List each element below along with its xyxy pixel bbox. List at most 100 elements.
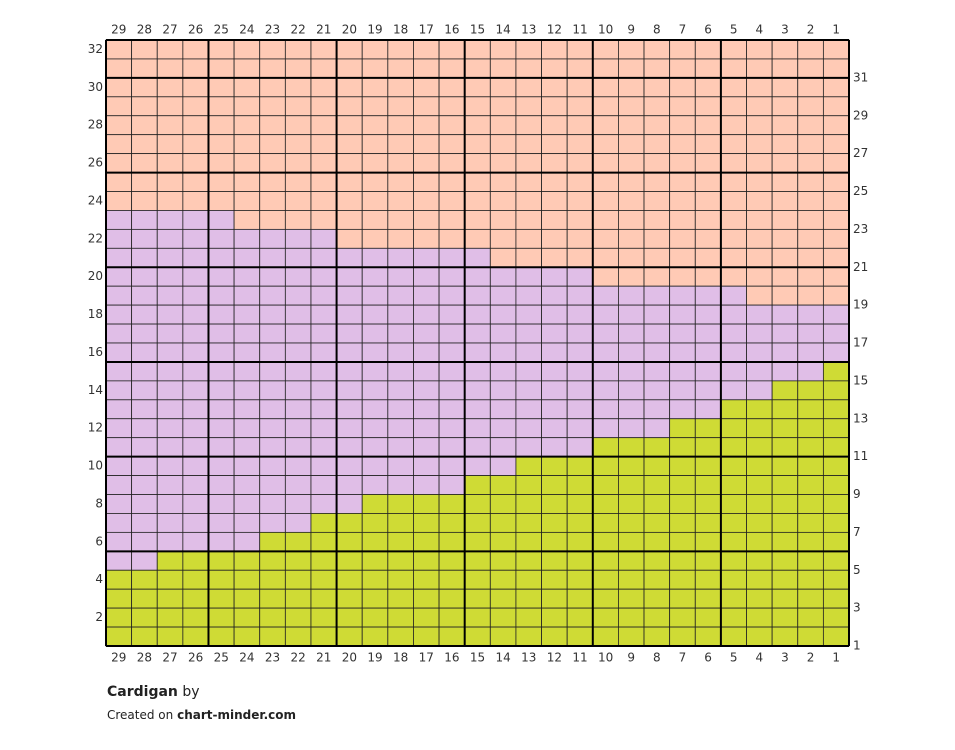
- cell: [182, 210, 209, 230]
- cell: [618, 607, 645, 628]
- cell: [284, 266, 312, 287]
- cell: [592, 626, 619, 647]
- cell: [464, 247, 491, 268]
- cell: [464, 323, 491, 344]
- column-label: 14: [495, 651, 510, 665]
- cell: [105, 456, 133, 476]
- cell: [259, 399, 286, 420]
- cell: [208, 456, 235, 476]
- cell: [208, 550, 235, 571]
- cell: [669, 96, 696, 117]
- cell: [310, 153, 337, 173]
- cell: [259, 361, 286, 382]
- cell: [669, 58, 696, 79]
- cell: [284, 494, 312, 514]
- column-label: 26: [188, 23, 203, 37]
- cell: [822, 39, 850, 60]
- cell: [387, 399, 414, 420]
- cell: [310, 134, 337, 155]
- column-label: 5: [730, 23, 738, 37]
- cell: [464, 494, 491, 514]
- cell: [336, 172, 363, 192]
- cell: [643, 550, 671, 571]
- cell: [771, 39, 799, 60]
- cell: [259, 513, 286, 533]
- cell: [822, 380, 850, 401]
- cell: [413, 96, 440, 117]
- cell: [566, 494, 594, 514]
- cell: [208, 380, 235, 401]
- cell: [131, 115, 158, 136]
- cell: [669, 456, 696, 476]
- cell: [233, 569, 261, 590]
- row-label: 15: [853, 373, 868, 387]
- cell: [541, 115, 568, 136]
- cell: [720, 191, 747, 211]
- cell: [438, 626, 466, 647]
- cell: [284, 96, 312, 117]
- cell: [746, 228, 773, 249]
- cell: [541, 550, 568, 571]
- cell: [387, 96, 414, 117]
- cell: [233, 39, 261, 60]
- cell: [361, 456, 389, 476]
- cell: [618, 475, 645, 495]
- cell: [746, 285, 773, 306]
- cell: [387, 361, 414, 382]
- cell: [233, 304, 261, 325]
- cell: [592, 210, 619, 230]
- cell: [105, 115, 133, 136]
- cell: [361, 96, 389, 117]
- cell: [618, 380, 645, 401]
- cell: [336, 304, 363, 325]
- cell: [208, 588, 235, 609]
- cell: [131, 399, 158, 420]
- cell: [387, 323, 414, 344]
- row-label: 27: [853, 146, 868, 160]
- cell: [361, 607, 389, 628]
- cell: [592, 569, 619, 590]
- cell: [618, 550, 645, 571]
- cell: [515, 588, 542, 609]
- cell: [284, 304, 312, 325]
- cell: [284, 475, 312, 495]
- cell: [618, 39, 645, 60]
- cell: [361, 494, 389, 514]
- cell: [156, 550, 184, 571]
- row-label: 5: [853, 563, 861, 577]
- cell: [771, 437, 799, 458]
- cell: [413, 39, 440, 60]
- cell: [669, 380, 696, 401]
- cell: [822, 399, 850, 420]
- cell: [284, 588, 312, 609]
- cell: [541, 153, 568, 173]
- cell: [413, 58, 440, 79]
- column-label: 26: [188, 651, 203, 665]
- cell: [515, 361, 542, 382]
- cell: [797, 569, 824, 590]
- cell: [464, 285, 491, 306]
- cell: [643, 607, 671, 628]
- cell: [284, 418, 312, 439]
- column-label: 10: [598, 651, 613, 665]
- cell: [233, 550, 261, 571]
- cell: [618, 172, 645, 192]
- cell: [233, 191, 261, 211]
- cell: [284, 437, 312, 458]
- cell: [131, 134, 158, 155]
- cell: [694, 115, 722, 136]
- cell: [669, 513, 696, 533]
- cell: [489, 531, 517, 552]
- cell: [797, 210, 824, 230]
- cell: [284, 247, 312, 268]
- column-label: 15: [470, 23, 485, 37]
- cell: [438, 228, 466, 249]
- site-link[interactable]: chart-minder.com: [177, 708, 296, 722]
- cell: [259, 569, 286, 590]
- cell: [592, 323, 619, 344]
- column-label: 23: [265, 23, 280, 37]
- cell: [822, 77, 850, 98]
- cell: [746, 304, 773, 325]
- column-label: 2: [807, 23, 815, 37]
- cell: [310, 247, 337, 268]
